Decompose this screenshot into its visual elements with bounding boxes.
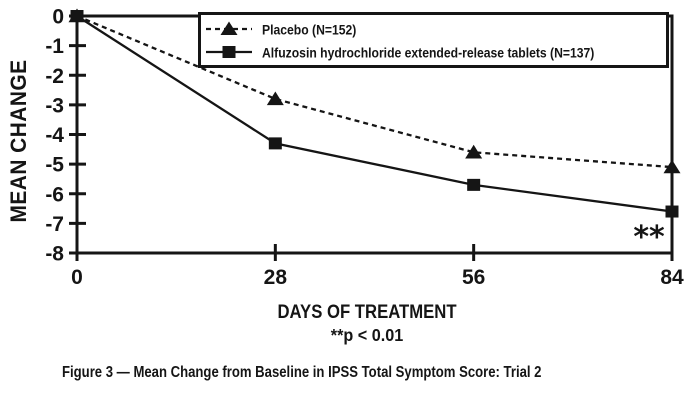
square-data-marker: [70, 10, 84, 22]
y-tick-label: -1: [45, 35, 64, 58]
legend-alfuzosin-label: Alfuzosin hydrochloride extended-release…: [262, 45, 594, 61]
y-tick-label: -4: [45, 124, 64, 147]
x-axis-title: DAYS OF TREATMENT: [277, 301, 456, 322]
figure-caption: Figure 3 — Mean Change from Baseline in …: [62, 364, 542, 381]
y-tick-label: -3: [45, 94, 64, 117]
plot-series-layer: 0 -1 -2 -3 -4 -5 -6 -7 -8 0 28 56 84: [45, 6, 684, 290]
pvalue-footnote: **p < 0.01: [331, 325, 404, 345]
triangle-data-marker: [465, 144, 483, 159]
legend-alfuzosin-square-marker: [222, 46, 236, 58]
y-tick-label: -2: [45, 65, 64, 88]
y-tick-label: 0: [52, 6, 64, 29]
series-line-alfuzosin: [76, 15, 673, 213]
y-axis-title: MEAN CHANGE: [7, 60, 32, 223]
y-tick-label: -6: [45, 183, 64, 206]
square-data-marker: [467, 178, 481, 191]
x-tick-label: 56: [462, 266, 485, 289]
series-line-placebo: [76, 14, 673, 169]
triangle-data-marker: [266, 91, 284, 106]
legend-box: [198, 12, 669, 68]
ipss-line-chart: 0 -1 -2 -3 -4 -5 -6 -7 -8 0 28 56 84 MEAN CHANGE DAY…: [7, 6, 684, 346]
x-tick-label: 84: [660, 266, 684, 289]
legend-placebo-triangle-marker: [220, 21, 238, 35]
square-data-marker: [665, 205, 679, 218]
x-tick-label: 0: [71, 266, 83, 289]
significance-stars: **: [633, 220, 665, 255]
legend: Placebo (N=152) Alfuzosin hydrochloride …: [198, 12, 669, 68]
triangle-data-marker: [663, 159, 681, 174]
y-tick-label: -7: [45, 213, 64, 236]
x-tick-label: 28: [264, 266, 288, 289]
legend-placebo-label: Placebo (N=152): [262, 22, 356, 38]
square-data-marker: [268, 137, 282, 150]
y-tick-label: -8: [45, 243, 64, 266]
y-tick-label: -5: [45, 154, 64, 177]
